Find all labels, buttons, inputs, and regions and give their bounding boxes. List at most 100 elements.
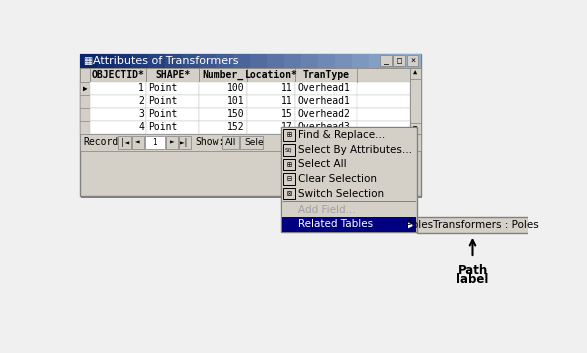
Text: ▦: ▦	[83, 56, 93, 66]
Bar	[247, 82, 295, 95]
Bar	[417, 217, 529, 233]
Bar	[90, 82, 146, 95]
Text: 4: 4	[138, 122, 144, 132]
Text: 100: 100	[227, 83, 245, 93]
Text: Find & Replace...: Find & Replace...	[298, 130, 386, 140]
Bar	[80, 54, 420, 68]
Text: Clear Selection: Clear Selection	[298, 174, 377, 184]
Text: ⊠: ⊠	[286, 189, 291, 198]
Bar	[199, 82, 247, 95]
Bar	[80, 68, 410, 82]
Bar	[166, 136, 178, 149]
Text: 1: 1	[153, 138, 157, 147]
Text: Show:: Show:	[195, 137, 224, 148]
Bar	[410, 68, 420, 134]
Text: Number_: Number_	[203, 70, 244, 80]
Text: 2: 2	[138, 96, 144, 106]
Bar	[90, 108, 146, 121]
Bar	[182, 54, 200, 68]
Bar	[284, 158, 295, 170]
Text: Record:: Record:	[83, 137, 124, 148]
Bar	[81, 55, 422, 198]
Text: Overhead1: Overhead1	[298, 83, 350, 93]
Text: Sele: Sele	[244, 138, 264, 147]
Bar	[179, 136, 191, 149]
Bar	[90, 95, 146, 108]
Text: label: label	[456, 273, 489, 286]
Bar	[386, 54, 404, 68]
Text: |◄: |◄	[120, 138, 129, 147]
Bar	[247, 68, 295, 82]
Bar	[80, 82, 90, 95]
Bar	[165, 54, 183, 68]
Text: SHAPE*: SHAPE*	[155, 70, 190, 80]
Bar	[282, 217, 416, 232]
Text: Point: Point	[149, 96, 178, 106]
Text: 150: 150	[227, 109, 245, 119]
Bar	[282, 128, 416, 143]
Text: 11: 11	[281, 83, 293, 93]
Text: ►: ►	[170, 138, 174, 147]
Bar	[284, 54, 302, 68]
Text: 152: 152	[227, 122, 245, 132]
Bar	[295, 121, 357, 134]
Bar	[284, 173, 295, 185]
Text: ⊞: ⊞	[286, 160, 291, 169]
Text: ◄: ◄	[136, 138, 140, 147]
Bar	[97, 54, 114, 68]
Bar	[80, 82, 410, 95]
Bar	[114, 54, 131, 68]
Bar	[284, 129, 295, 141]
Bar	[80, 54, 97, 68]
Bar	[148, 54, 166, 68]
Bar	[335, 54, 353, 68]
Bar	[369, 54, 387, 68]
Bar	[295, 108, 357, 121]
Bar	[282, 143, 416, 157]
Bar	[282, 157, 416, 172]
Bar	[80, 95, 410, 108]
Bar	[295, 68, 357, 82]
Bar	[90, 121, 146, 134]
Text: ▶: ▶	[407, 220, 413, 229]
Bar	[282, 203, 416, 217]
Text: Switch Selection: Switch Selection	[298, 189, 384, 199]
Bar	[267, 54, 285, 68]
Bar	[131, 54, 149, 68]
Bar	[80, 54, 420, 196]
Text: Overhead2: Overhead2	[298, 109, 350, 119]
Bar	[80, 108, 90, 121]
Bar	[407, 55, 419, 66]
Text: Select All: Select All	[298, 160, 347, 169]
Bar	[247, 108, 295, 121]
Bar	[199, 121, 247, 134]
Bar	[131, 136, 144, 149]
Bar	[318, 54, 336, 68]
Bar	[199, 108, 247, 121]
Bar	[119, 136, 131, 149]
Bar	[199, 68, 247, 82]
Text: OBJECTID*: OBJECTID*	[92, 70, 145, 80]
Bar	[284, 188, 295, 199]
Bar	[301, 54, 319, 68]
Text: Attributes of Transformers: Attributes of Transformers	[93, 56, 238, 66]
Bar	[282, 186, 416, 201]
Bar	[222, 136, 239, 149]
Bar	[146, 68, 199, 82]
Text: ⊟: ⊟	[286, 174, 291, 184]
Text: TranType: TranType	[302, 70, 349, 80]
Bar	[247, 121, 295, 134]
Text: All: All	[225, 138, 237, 147]
Text: ▼: ▼	[413, 126, 417, 132]
Bar	[410, 68, 420, 79]
Text: Select By Attributes...: Select By Attributes...	[298, 145, 412, 155]
Text: _: _	[383, 56, 389, 65]
Bar	[146, 108, 199, 121]
Bar	[199, 54, 217, 68]
Text: Point: Point	[149, 83, 178, 93]
Bar	[247, 95, 295, 108]
Text: Overhead3: Overhead3	[298, 122, 350, 132]
Bar	[80, 68, 410, 134]
Bar	[233, 54, 251, 68]
Bar	[282, 172, 416, 186]
